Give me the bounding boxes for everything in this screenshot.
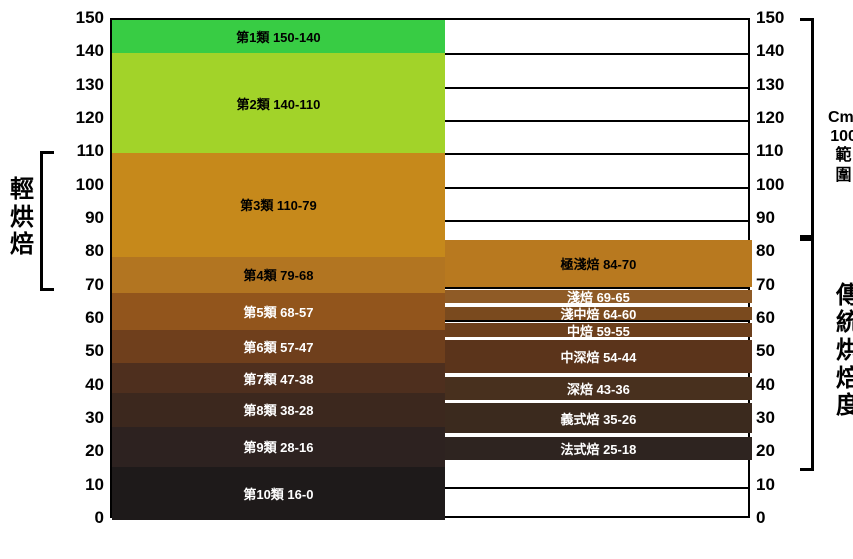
ytick-left: 100: [64, 175, 104, 195]
ytick-right: 20: [756, 441, 796, 461]
ytick-right: 50: [756, 341, 796, 361]
left-band: 第6類 57-47: [112, 330, 445, 363]
left-band: 第5類 68-57: [112, 293, 445, 330]
ytick-left: 10: [64, 475, 104, 495]
right-band: 深焙 43-36: [445, 377, 752, 400]
ytick-left: 130: [64, 75, 104, 95]
ytick-left: 80: [64, 241, 104, 261]
bracket-right-lower: [800, 238, 814, 471]
left-band: 第1類 150-140: [112, 20, 445, 53]
ytick-right: 60: [756, 308, 796, 328]
ytick-right: 150: [756, 8, 796, 28]
ytick-right: 80: [756, 241, 796, 261]
ytick-right: 110: [756, 141, 796, 161]
right-band: 淺焙 69-65: [445, 290, 752, 303]
ytick-right: 140: [756, 41, 796, 61]
right-band: 中深焙 54-44: [445, 340, 752, 373]
ytick-left: 40: [64, 375, 104, 395]
ytick-right: 130: [756, 75, 796, 95]
ytick-left: 60: [64, 308, 104, 328]
left-band: 第9類 28-16: [112, 427, 445, 467]
left-side-label: 輕烘焙: [10, 176, 34, 259]
right-band: 淺中焙 64-60: [445, 307, 752, 320]
bracket-left: [40, 151, 54, 291]
left-band: 第8類 38-28: [112, 393, 445, 426]
ytick-left: 30: [64, 408, 104, 428]
left-band: 第10類 16-0: [112, 467, 445, 520]
ytick-right: 70: [756, 275, 796, 295]
right-band: 中焙 59-55: [445, 323, 752, 336]
ytick-left: 110: [64, 141, 104, 161]
roast-scale-chart: 第1類 150-140第2類 140-110第3類 110-79第4類 79-6…: [10, 10, 843, 549]
ytick-right: 40: [756, 375, 796, 395]
ytick-left: 70: [64, 275, 104, 295]
ytick-left: 20: [64, 441, 104, 461]
right-band: 極淺焙 84-70: [445, 240, 752, 287]
cm100-label: Cm-100範圍: [828, 108, 853, 185]
ytick-left: 140: [64, 41, 104, 61]
right-band: 法式焙 25-18: [445, 437, 752, 460]
plot-area: 第1類 150-140第2類 140-110第3類 110-79第4類 79-6…: [110, 18, 750, 518]
right-side-label: 傳統烘焙度: [836, 282, 853, 420]
ytick-left: 90: [64, 208, 104, 228]
left-band: 第7類 47-38: [112, 363, 445, 393]
ytick-right: 100: [756, 175, 796, 195]
ytick-right: 0: [756, 508, 796, 528]
ytick-left: 0: [64, 508, 104, 528]
ytick-right: 30: [756, 408, 796, 428]
ytick-right: 90: [756, 208, 796, 228]
left-band: 第2類 140-110: [112, 53, 445, 153]
ytick-left: 50: [64, 341, 104, 361]
ytick-left: 120: [64, 108, 104, 128]
left-band: 第3類 110-79: [112, 153, 445, 256]
ytick-left: 150: [64, 8, 104, 28]
ytick-right: 10: [756, 475, 796, 495]
left-band: 第4類 79-68: [112, 257, 445, 294]
right-band: 義式焙 35-26: [445, 403, 752, 433]
bracket-right-upper: [800, 18, 814, 238]
ytick-right: 120: [756, 108, 796, 128]
